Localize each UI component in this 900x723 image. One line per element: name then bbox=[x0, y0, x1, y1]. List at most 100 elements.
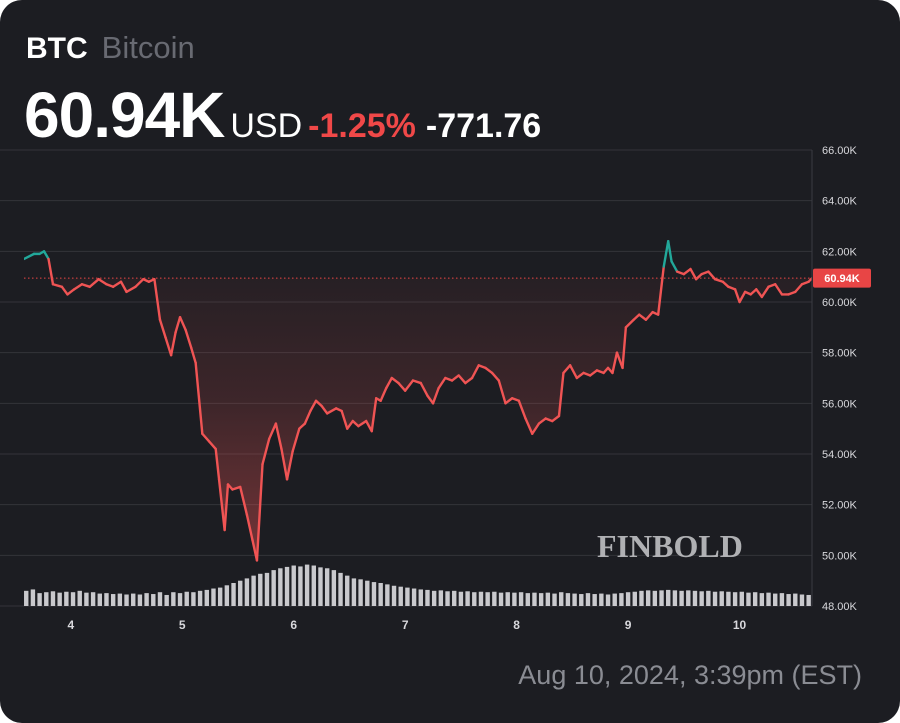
line-segment bbox=[379, 386, 388, 402]
volume-bar bbox=[652, 590, 658, 606]
volume-bar bbox=[605, 594, 611, 606]
volume-bar bbox=[64, 591, 69, 606]
volume-bar bbox=[472, 592, 477, 606]
line-segment bbox=[470, 364, 480, 380]
volume-bar bbox=[799, 594, 805, 606]
volume-bar bbox=[197, 590, 203, 606]
volume-bar bbox=[385, 584, 390, 606]
volume-bar bbox=[612, 593, 617, 606]
volume-bar bbox=[298, 566, 303, 606]
volume-bar bbox=[338, 572, 343, 606]
volume-bar bbox=[97, 593, 102, 606]
line-segment bbox=[733, 288, 741, 304]
line-segment bbox=[194, 361, 204, 435]
line-segment bbox=[537, 417, 547, 425]
line-segment bbox=[624, 318, 635, 329]
line-segment bbox=[314, 399, 323, 408]
line-segment bbox=[524, 417, 534, 435]
line-segment bbox=[285, 450, 294, 481]
line-segment bbox=[239, 485, 249, 516]
x-tick-label: 8 bbox=[513, 618, 520, 632]
y-tick-label: 60.00K bbox=[822, 297, 858, 309]
volume-bar bbox=[50, 591, 56, 606]
current-price-tag: 60.94K bbox=[813, 268, 871, 288]
line-segment bbox=[274, 422, 283, 451]
volume-bar bbox=[418, 589, 423, 606]
volume-bar bbox=[639, 590, 644, 606]
volume-bar bbox=[505, 592, 510, 606]
line-segment bbox=[351, 419, 360, 428]
line-segment bbox=[223, 483, 230, 532]
line-segment bbox=[589, 369, 599, 377]
line-segment bbox=[385, 376, 394, 390]
volume-bar bbox=[659, 590, 664, 606]
volume-bar bbox=[164, 594, 169, 606]
line-segment bbox=[80, 283, 91, 288]
line-segment bbox=[682, 267, 692, 276]
x-tick-label: 4 bbox=[67, 618, 74, 632]
change-absolute: -771.76 bbox=[425, 107, 542, 145]
line-segment bbox=[72, 283, 84, 291]
line-segment bbox=[325, 407, 338, 415]
volume-bar bbox=[398, 586, 403, 606]
line-segment bbox=[217, 478, 226, 532]
volume-bar bbox=[806, 594, 811, 606]
volume-bar bbox=[331, 570, 337, 606]
line-segment bbox=[667, 239, 673, 263]
volume-bar bbox=[786, 594, 791, 606]
line-segment bbox=[268, 422, 278, 440]
y-tick-label: 54.00K bbox=[822, 449, 858, 461]
volume-bar bbox=[191, 592, 196, 606]
volume-bar bbox=[672, 590, 678, 606]
line-segment bbox=[551, 414, 561, 423]
line-segment bbox=[760, 285, 770, 299]
line-segment bbox=[426, 394, 435, 405]
line-segment bbox=[51, 283, 64, 288]
y-tick-label: 64.00K bbox=[822, 196, 858, 208]
volume-bar bbox=[104, 593, 109, 606]
price-row: 60.94K USD -1.25% -771.76 bbox=[24, 78, 542, 151]
volume-bar bbox=[57, 592, 62, 606]
current-price: 60.94K bbox=[24, 79, 225, 151]
volume-bars bbox=[24, 564, 811, 606]
x-tick-label: 5 bbox=[179, 618, 186, 632]
volume-bar bbox=[625, 592, 631, 606]
line-segment bbox=[397, 381, 407, 392]
volume-bar bbox=[117, 593, 123, 606]
line-segment bbox=[189, 346, 197, 364]
volume-bar bbox=[131, 593, 136, 606]
line-segment bbox=[111, 280, 123, 288]
volume-bar bbox=[579, 594, 584, 606]
line-segment bbox=[611, 351, 619, 375]
line-segment bbox=[638, 313, 648, 321]
price-area bbox=[24, 278, 812, 561]
line-segment bbox=[255, 462, 264, 562]
volume-bar bbox=[110, 594, 116, 606]
volume-bar bbox=[498, 592, 504, 606]
volume-bar bbox=[311, 565, 316, 606]
line-segment bbox=[207, 440, 217, 451]
y-tick-label: 62.00K bbox=[822, 246, 858, 258]
volume-bar bbox=[184, 591, 189, 606]
volume-bar bbox=[124, 594, 129, 606]
asset-name: Bitcoin bbox=[101, 30, 195, 65]
volume-bar bbox=[445, 591, 450, 606]
x-tick-label: 6 bbox=[290, 618, 297, 632]
volume-bar bbox=[44, 592, 49, 606]
line-segment bbox=[431, 386, 440, 405]
line-segment bbox=[437, 376, 447, 390]
volume-bar bbox=[84, 592, 89, 606]
volume-bar bbox=[666, 589, 671, 606]
volume-bar bbox=[699, 591, 704, 606]
volume-bar bbox=[144, 593, 149, 606]
volume-bar bbox=[271, 570, 276, 606]
volume-bar bbox=[431, 590, 437, 606]
line-segment bbox=[411, 379, 422, 385]
y-tick-label: 66.00K bbox=[822, 145, 858, 157]
line-segment bbox=[184, 328, 193, 349]
line-segment bbox=[621, 326, 628, 370]
line-segment bbox=[153, 278, 162, 321]
line-segment bbox=[557, 371, 565, 418]
volume-bar bbox=[258, 573, 263, 606]
